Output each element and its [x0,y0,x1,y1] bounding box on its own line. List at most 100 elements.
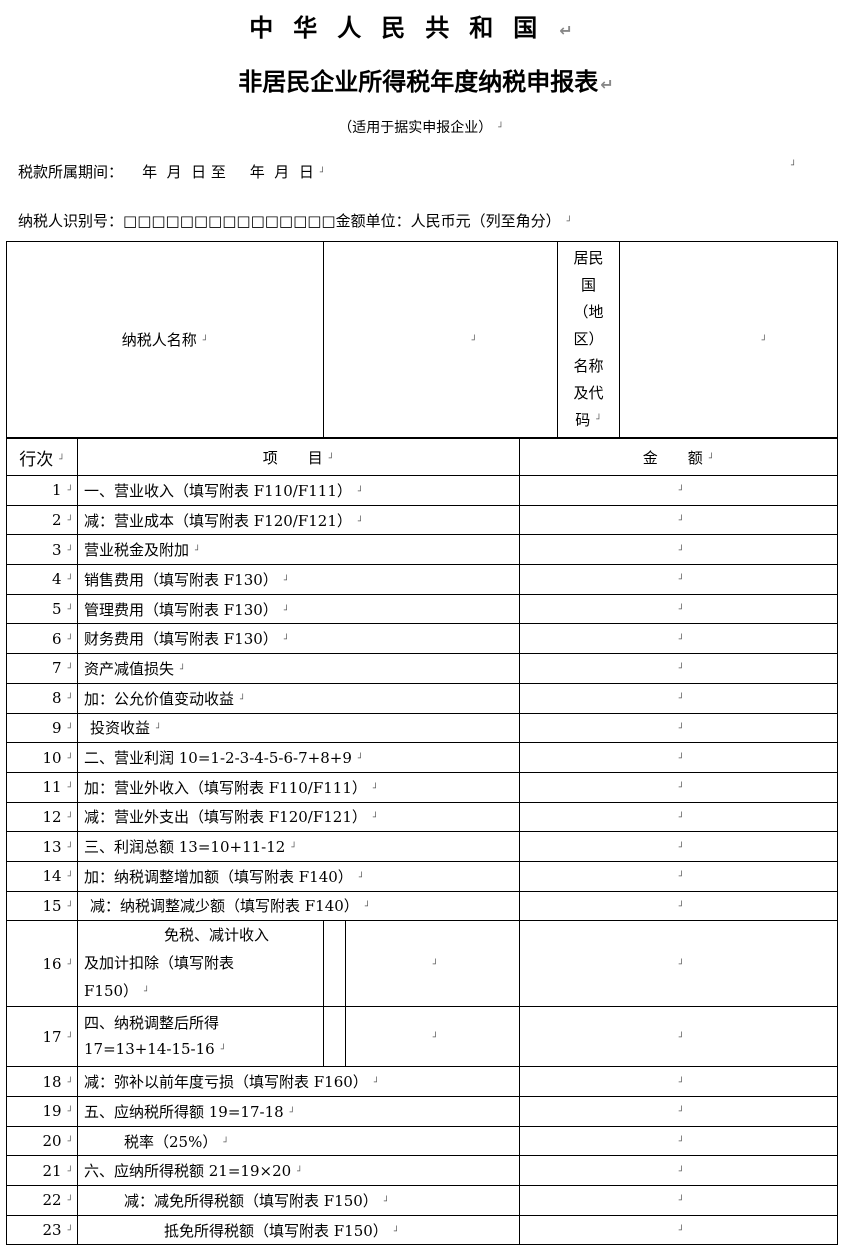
row-no: 11 [6,771,78,803]
row-amount[interactable] [519,1125,839,1157]
table-row: 11 加：营业外收入（填写附表 F110/F111） [6,771,839,803]
row-amount[interactable] [519,920,839,1008]
table-row: 2 减：营业成本（填写附表 F120/F121） [6,504,839,536]
table-row: 21 六、应纳所得税额 21=19×20 [6,1155,839,1187]
taxpayer-name-label: 纳税人名称 [6,241,324,438]
main-table: 行次 项 目 金 额 1 一、营业收入（填写附表 F110/F111） 2 减：… [6,438,839,1246]
row-item: 免税、减计收入 及加计扣除（填写附表 F150） [77,920,324,1008]
row-no: 5 [6,593,78,625]
table-row: 10 二、营业利润 10=1-2-3-4-5-6-7+8+9 [6,742,839,773]
table-row: 20 税率（25%） [6,1125,839,1157]
row-no: 18 [6,1066,78,1097]
row-no: 2 [6,504,78,536]
form-subtitle: （适用于据实申报企业） [0,117,842,137]
row-item: 减：营业成本（填写附表 F120/F121） [76,504,521,536]
residence-country-label: 居民国（地 区） 名称 及代码 [557,241,620,438]
row-amount[interactable] [519,534,839,566]
row-amount[interactable] [519,771,839,803]
row-item: 减：减免所得税额（填写附表 F150） [76,1185,521,1216]
row-item: 二、营业利润 10=1-2-3-4-5-6-7+8+9 [76,742,521,773]
row-item: 营业税金及附加 [76,534,521,566]
taxpayer-id-line: 纳税人识别号：□□□□□□□□□□□□□□□金额单位：人民币元（列至角分） [18,210,572,231]
row-no: 6 [6,623,78,655]
col-header-item: 项 目 [76,438,521,476]
row-no: 3 [6,534,78,566]
row-no: 16 [6,920,78,1008]
row-no: 15 [6,890,78,922]
row-amount[interactable] [519,682,839,714]
row-amount[interactable] [519,1006,839,1068]
row-item: 三、利润总额 13=10+11-12 [76,831,521,862]
row-amount[interactable] [519,475,839,506]
table-row: 9 投资收益 [6,712,839,744]
row-no: 14 [6,860,78,892]
row-item: 加：营业外收入（填写附表 F110/F111） [76,771,521,803]
table-row: 22 减：减免所得税额（填写附表 F150） [6,1185,839,1216]
table-row: 23 抵免所得税额（填写附表 F150） [6,1214,839,1246]
row-no: 12 [6,801,78,833]
row-spacer-cell [323,1006,346,1068]
row-amount[interactable] [519,564,839,595]
row-no: 23 [6,1214,78,1246]
col-header-no: 行次 [6,438,78,476]
row-amount[interactable] [519,623,839,655]
row-item: 管理费用（填写附表 F130） [76,593,521,625]
row-amount[interactable] [519,653,839,684]
row-item: 减：弥补以前年度亏损（填写附表 F160） [76,1066,521,1097]
row-no: 21 [6,1155,78,1187]
row-item: 一、营业收入（填写附表 F110/F111） [76,475,521,506]
title-country: 中华人民共和国 ↵ [249,14,593,42]
row-amount[interactable] [519,860,839,892]
paragraph-mark [791,161,796,171]
table-row: 6 财务费用（填写附表 F130） [6,623,839,655]
row-amount[interactable] [519,742,839,773]
row-no: 10 [6,742,78,773]
row-no: 20 [6,1125,78,1157]
row-amount[interactable] [519,1214,839,1246]
row-amount[interactable] [519,1185,839,1216]
table-row: 19 五、应纳税所得额 19=17-18 [6,1096,839,1127]
row-no: 1 [6,475,78,506]
row-item: 销售费用（填写附表 F130） [76,564,521,595]
taxpayer-id-boxes[interactable]: □□□□□□□□□□□□□□□ [123,212,336,230]
row-item: 减：纳税调整减少额（填写附表 F140） [76,890,521,922]
residence-country-field[interactable] [619,241,838,438]
table-row: 14 加：纳税调整增加额（填写附表 F140） [6,860,839,892]
row-sub-amount[interactable] [344,1006,521,1068]
row-item: 税率（25%） [76,1125,521,1157]
row-amount[interactable] [519,1155,839,1187]
taxpayer-name-field[interactable] [323,241,558,438]
table-row: 4 销售费用（填写附表 F130） [6,564,839,595]
row-item: 加：公允价值变动收益 [76,682,521,714]
row-no: 4 [6,564,78,595]
row-item: 抵免所得税额（填写附表 F150） [76,1214,521,1246]
row-amount[interactable] [519,890,839,922]
row-amount[interactable] [519,1066,839,1097]
row-no: 13 [6,831,78,862]
row-item: 六、应纳所得税额 21=19×20 [76,1155,521,1187]
row-no: 19 [6,1096,78,1127]
row-no: 7 [6,653,78,684]
row-amount[interactable] [519,593,839,625]
row-item: 加：纳税调整增加额（填写附表 F140） [76,860,521,892]
form-title: 非居民企业所得税年度纳税申报表 ↵ [238,68,614,96]
row-no: 17 [6,1006,78,1068]
table-row: 12 减：营业外支出（填写附表 F120/F121） [6,801,839,833]
row-no: 8 [6,682,78,714]
table-row: 1 一、营业收入（填写附表 F110/F111） [6,475,839,506]
row-amount[interactable] [519,712,839,744]
row-sub-amount[interactable] [344,920,521,1008]
row-spacer-cell [323,920,346,1008]
row-amount[interactable] [519,1096,839,1127]
row-amount[interactable] [519,504,839,536]
tax-period: 税款所属期间： 年 月 日 至 年 月 日 [18,161,325,182]
table-row: 18 减：弥补以前年度亏损（填写附表 F160） [6,1066,839,1097]
row-item: 四、纳税调整后所得 17=13+14-15-16 [77,1006,324,1068]
row-item: 资产减值损失 [76,653,521,684]
row-no: 22 [6,1185,78,1216]
row-amount[interactable] [519,801,839,833]
row-amount[interactable] [519,831,839,862]
row-no: 9 [6,712,78,744]
row-item: 减：营业外支出（填写附表 F120/F121） [76,801,521,833]
